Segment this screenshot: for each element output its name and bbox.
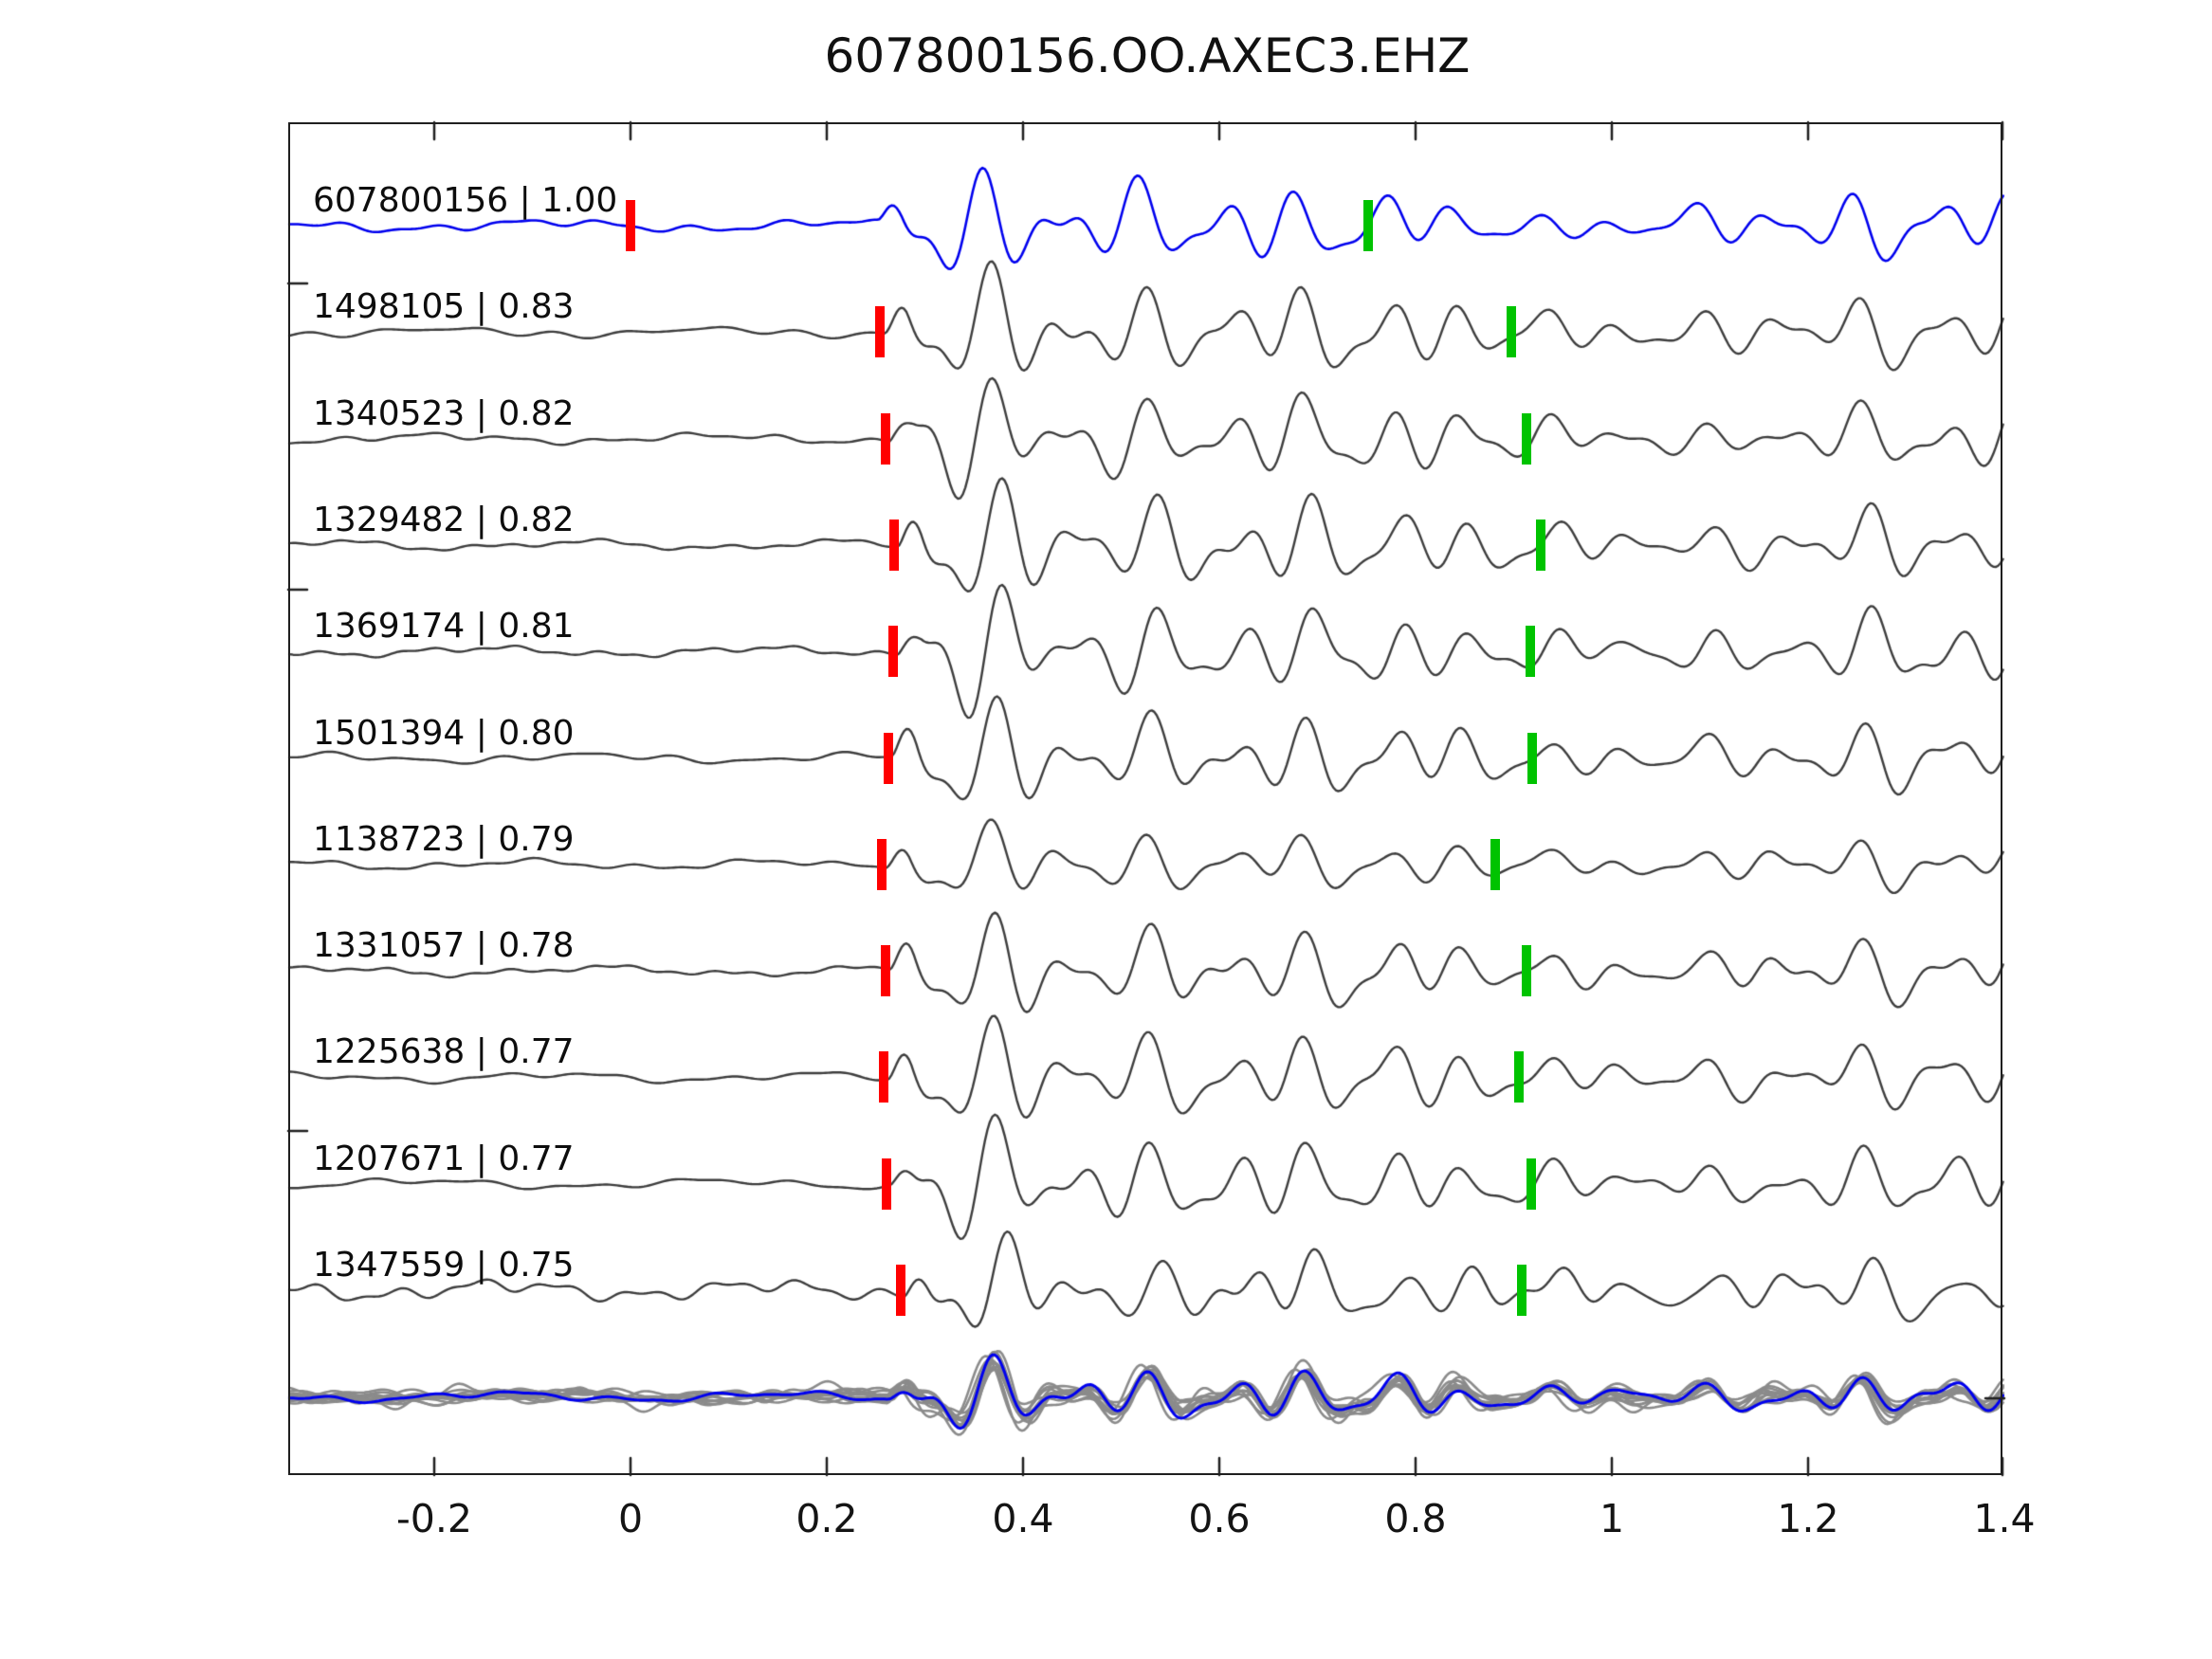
trace-label: 1225638 | 0.77 — [313, 1032, 575, 1072]
pick-marker-green — [1516, 1265, 1526, 1316]
x-tick-label: 1.4 — [1973, 1496, 2036, 1541]
x-tick-label: 0.8 — [1384, 1496, 1447, 1541]
pick-marker-red — [884, 732, 894, 784]
pick-marker-green — [1521, 412, 1531, 465]
pick-marker-green — [1527, 732, 1538, 784]
trace-label: 1498105 | 0.83 — [313, 287, 575, 327]
trace-label: 1329482 | 0.82 — [313, 500, 575, 539]
pick-marker-red — [876, 838, 887, 890]
pick-marker-green — [1536, 519, 1546, 571]
x-tick-label: 0.6 — [1188, 1496, 1251, 1541]
trace-label: 1138723 | 0.79 — [313, 819, 575, 859]
x-tick-label: 1.2 — [1777, 1496, 1839, 1541]
pick-marker-green — [1363, 200, 1374, 251]
pick-marker-green — [1490, 838, 1500, 890]
x-tick-label: 1 — [1599, 1496, 1625, 1541]
trace-label: 607800156 | 1.00 — [313, 181, 618, 220]
pick-marker-red — [881, 412, 891, 465]
x-tick-label: -0.2 — [396, 1496, 472, 1541]
pick-marker-green — [1526, 626, 1536, 678]
trace-label: 1207671 | 0.77 — [313, 1139, 575, 1178]
pick-marker-red — [895, 1265, 905, 1316]
x-tick-label: 0.4 — [992, 1496, 1054, 1541]
trace-label: 1347559 | 0.75 — [313, 1246, 575, 1285]
trace-label: 1331057 | 0.78 — [313, 926, 575, 966]
pick-marker-red — [626, 200, 635, 251]
pick-marker-red — [881, 945, 891, 997]
x-tick-label: 0.2 — [795, 1496, 858, 1541]
x-tick-label: 0 — [617, 1496, 644, 1541]
trace-label: 1501394 | 0.80 — [313, 713, 575, 753]
trace-label: 1340523 | 0.82 — [313, 393, 575, 433]
pick-marker-green — [1521, 945, 1531, 997]
pick-marker-red — [882, 1158, 892, 1210]
trace-label: 1369174 | 0.81 — [313, 607, 575, 647]
pick-marker-red — [874, 306, 885, 358]
pick-marker-green — [1526, 1158, 1537, 1210]
pick-marker-green — [1513, 1051, 1524, 1103]
pick-marker-green — [1507, 306, 1517, 358]
pick-marker-red — [879, 1051, 889, 1103]
pick-marker-red — [889, 519, 900, 571]
pick-marker-red — [888, 626, 899, 678]
